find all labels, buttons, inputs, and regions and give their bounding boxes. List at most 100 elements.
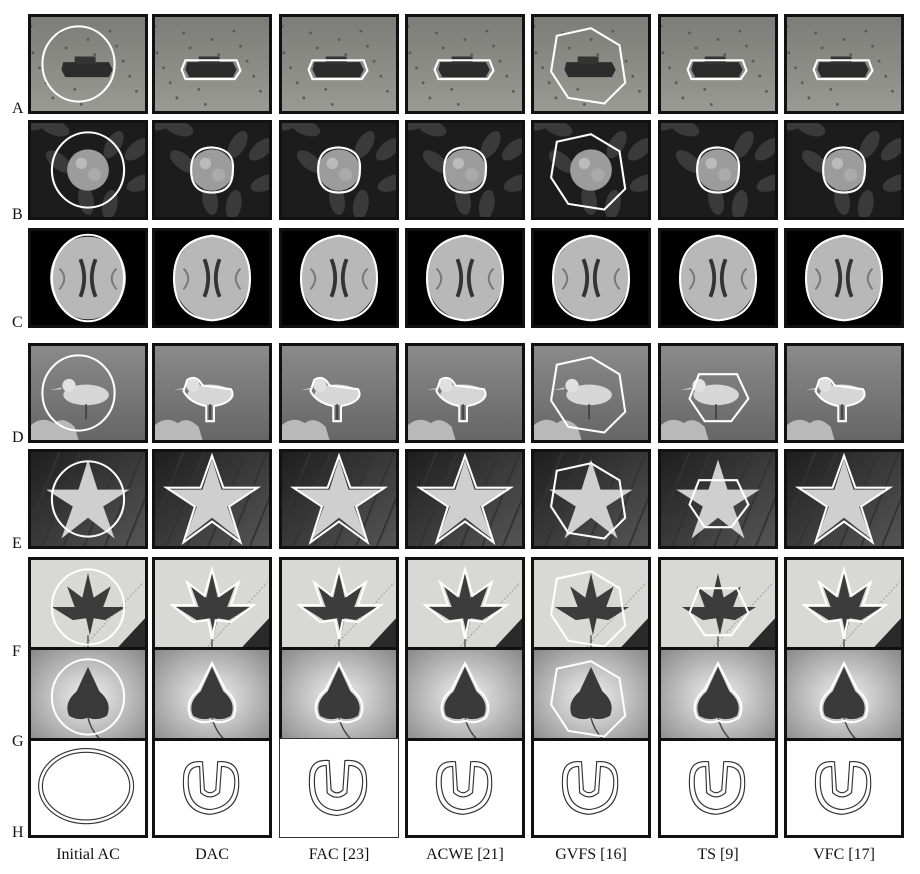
column-label-vfc: VFC [17] bbox=[813, 846, 875, 863]
bird-object bbox=[806, 378, 865, 420]
ground-speck bbox=[168, 81, 172, 85]
result-image-B-acwe bbox=[405, 120, 525, 220]
ground-speck bbox=[93, 53, 97, 57]
ground-speck bbox=[582, 103, 586, 106]
rock bbox=[282, 419, 330, 440]
ground-speck bbox=[379, 74, 383, 78]
ground-speck bbox=[681, 96, 685, 100]
ruler-marks bbox=[581, 582, 647, 653]
ground-speck bbox=[751, 59, 755, 63]
leaf-shape bbox=[754, 138, 775, 161]
starfish-object bbox=[46, 459, 130, 539]
active-contour bbox=[190, 146, 235, 194]
leaf-shape bbox=[796, 123, 826, 137]
result-image-B-dac bbox=[152, 120, 272, 220]
leaf-shape bbox=[503, 174, 522, 192]
active-contour bbox=[180, 59, 242, 81]
ground-speck bbox=[807, 96, 811, 100]
ground-speck bbox=[814, 31, 817, 35]
result-image-E-vfc bbox=[784, 449, 904, 549]
result-image-B-fac bbox=[279, 120, 399, 220]
active-contour bbox=[550, 660, 627, 738]
leaf-shape bbox=[422, 150, 449, 173]
active-contour bbox=[296, 565, 384, 640]
brain-object bbox=[553, 236, 629, 320]
ground-speck bbox=[849, 53, 853, 57]
ruler-marks bbox=[78, 582, 144, 653]
leaf-shape bbox=[248, 138, 269, 161]
active-contour bbox=[801, 565, 889, 640]
ground-speck bbox=[884, 74, 888, 78]
result-image-G-initial bbox=[28, 647, 148, 747]
flower-object bbox=[67, 149, 109, 191]
result-image-E-gvfs bbox=[531, 449, 651, 549]
active-contour bbox=[50, 658, 126, 736]
row-label-C: C bbox=[12, 314, 23, 331]
row-label-D: D bbox=[12, 429, 24, 446]
image-background bbox=[31, 741, 145, 835]
ground-speck bbox=[576, 87, 580, 91]
result-image-E-dac bbox=[152, 449, 272, 549]
leaf-shape bbox=[756, 174, 775, 192]
ground-speck bbox=[547, 81, 551, 85]
ground-speck bbox=[79, 103, 83, 106]
result-image-H-dac bbox=[152, 738, 272, 838]
active-contour bbox=[561, 760, 619, 815]
ground-speck bbox=[197, 87, 201, 91]
active-contour bbox=[678, 234, 758, 322]
leaf-shape bbox=[675, 150, 702, 173]
starfish-object bbox=[423, 459, 507, 539]
bird-object bbox=[301, 378, 360, 420]
active-contour bbox=[50, 568, 126, 646]
leaf-shape bbox=[733, 131, 754, 159]
bird-object bbox=[50, 378, 109, 420]
result-image-D-acwe bbox=[405, 343, 525, 443]
ground-speck bbox=[135, 89, 138, 93]
ground-speck bbox=[115, 44, 118, 48]
ground-speck bbox=[787, 51, 791, 55]
ground-speck bbox=[155, 24, 157, 28]
result-image-E-acwe bbox=[405, 449, 525, 549]
ground-speck bbox=[456, 103, 460, 106]
active-contour bbox=[688, 760, 746, 815]
active-contour bbox=[693, 660, 743, 724]
result-image-C-ts bbox=[658, 228, 778, 328]
ground-speck bbox=[674, 81, 678, 85]
ground-speck bbox=[282, 51, 286, 55]
ground-speck bbox=[716, 38, 720, 41]
leaf-shape bbox=[859, 131, 880, 159]
result-image-C-dac bbox=[152, 228, 272, 328]
ground-speck bbox=[366, 44, 369, 48]
active-contour bbox=[804, 234, 884, 322]
leaf-shape bbox=[478, 189, 495, 217]
ground-speck bbox=[408, 24, 410, 28]
ground-speck bbox=[512, 89, 515, 93]
ground-speck bbox=[337, 38, 341, 41]
active-contour bbox=[435, 760, 493, 815]
active-contour bbox=[551, 234, 631, 322]
ruler-marks bbox=[329, 582, 395, 653]
ground-speck bbox=[203, 103, 207, 106]
flower-object bbox=[191, 149, 233, 191]
ground-speck bbox=[723, 53, 727, 57]
brain-object bbox=[50, 236, 126, 320]
tank-object bbox=[61, 56, 113, 78]
starfish-object bbox=[297, 459, 381, 539]
active-contour bbox=[314, 660, 364, 724]
column-label-ts: TS [9] bbox=[697, 846, 739, 863]
ground-speck bbox=[794, 66, 797, 70]
leaf-shape bbox=[296, 150, 323, 173]
ground-speck bbox=[842, 38, 846, 41]
ground-speck bbox=[302, 96, 306, 100]
result-image-A-acwe bbox=[405, 14, 525, 114]
leaf-shape bbox=[731, 189, 748, 217]
row-label-G: G bbox=[12, 733, 24, 750]
image-background bbox=[534, 741, 648, 835]
image-background bbox=[155, 741, 269, 835]
leaf-shape bbox=[670, 123, 700, 137]
ground-speck bbox=[470, 53, 474, 57]
result-image-H-gvfs bbox=[531, 738, 651, 838]
active-contour bbox=[819, 660, 869, 724]
dark-corner bbox=[362, 618, 396, 654]
rock bbox=[661, 419, 709, 440]
